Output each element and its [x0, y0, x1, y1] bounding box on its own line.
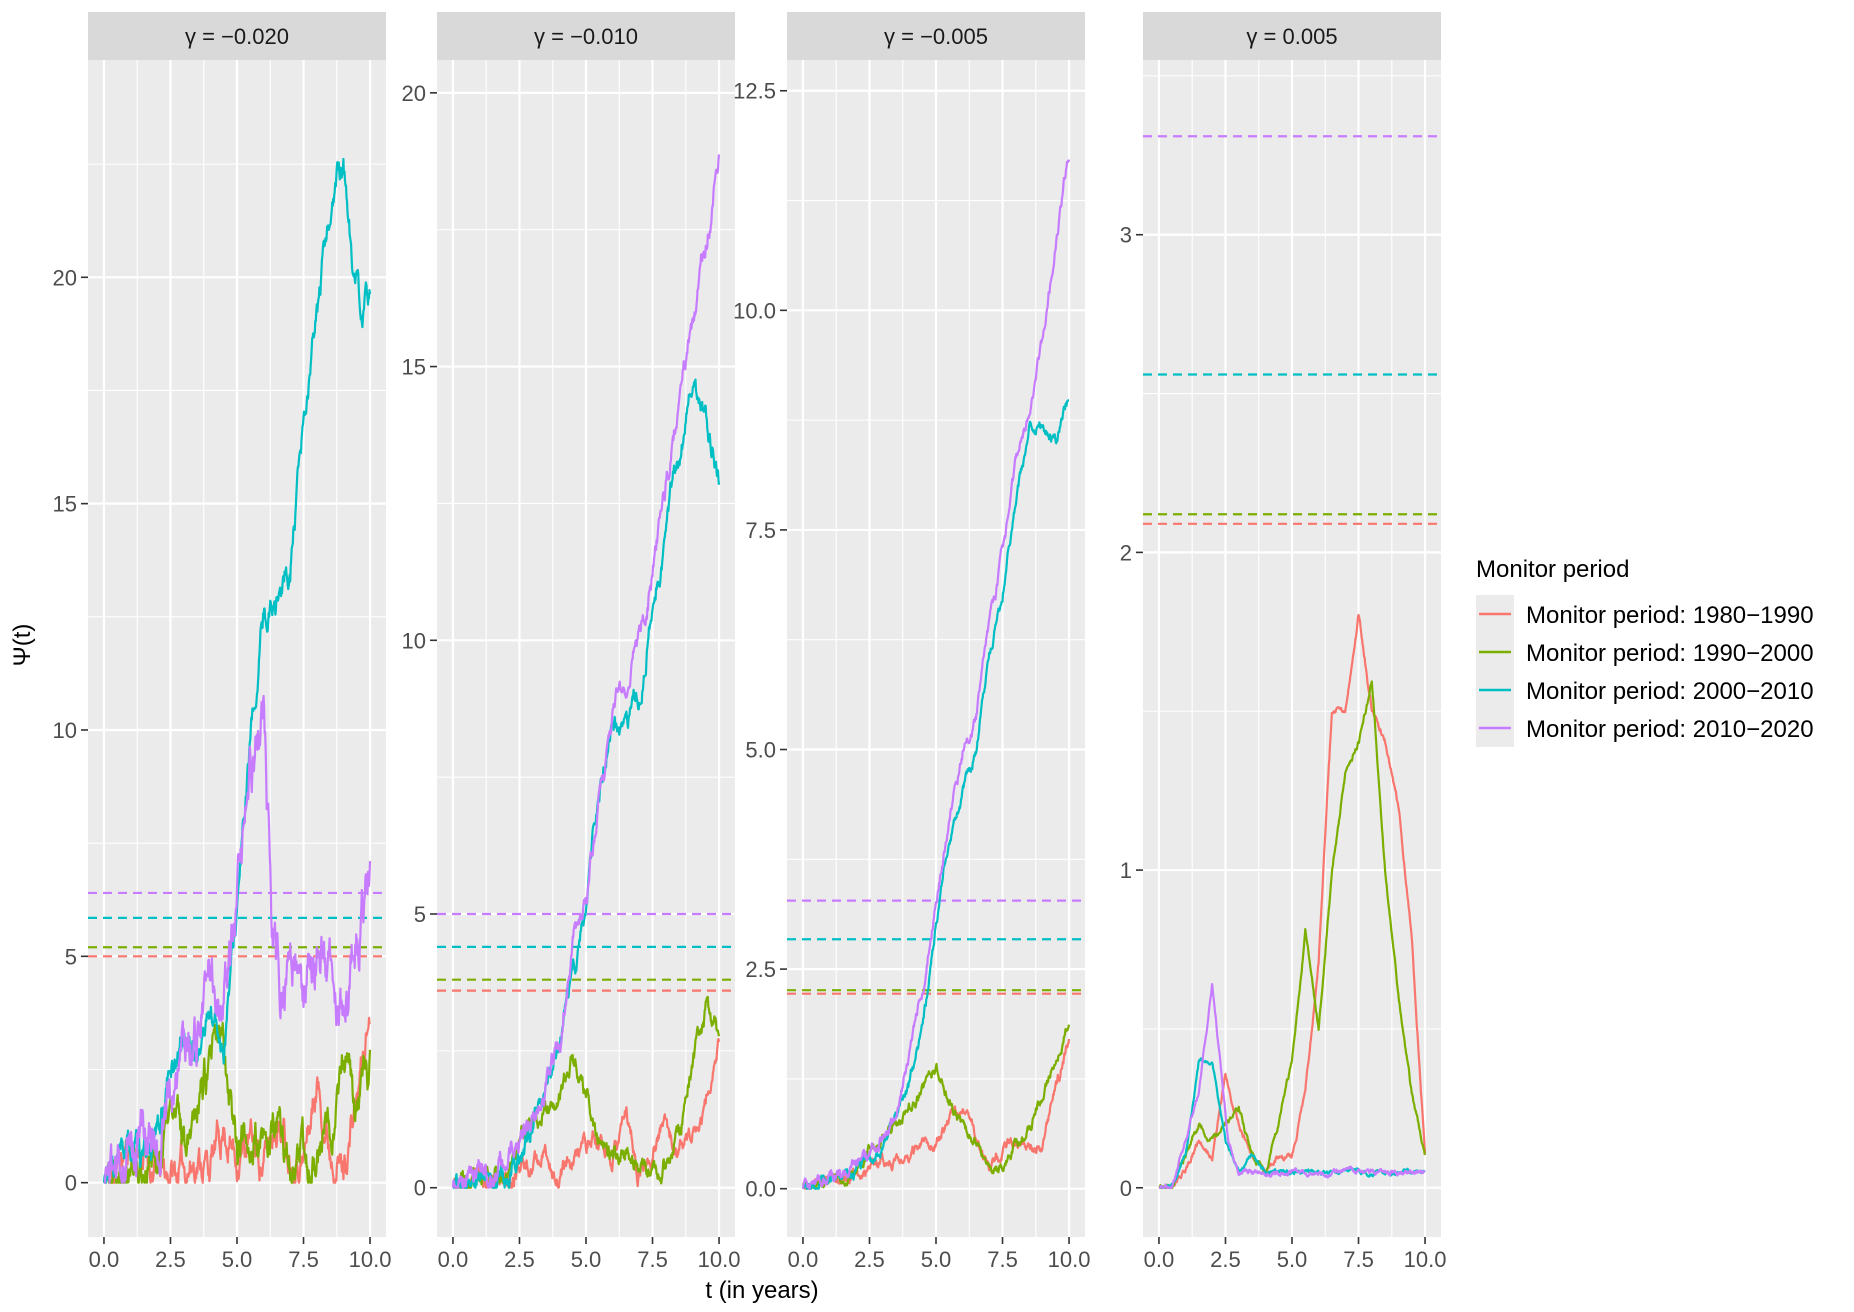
x-tick-label: 10.0: [349, 1247, 392, 1272]
x-tick-label: 0.0: [788, 1247, 819, 1272]
series-line: [1158, 680, 1427, 1189]
x-tick-label: 2.5: [504, 1247, 535, 1272]
legend-label: Monitor period: 2000−2010: [1526, 678, 1814, 705]
x-tick-label: 2.5: [1210, 1247, 1241, 1272]
y-tick-label: 15: [402, 355, 426, 380]
x-tick-label: 0.0: [438, 1247, 469, 1272]
series-line: [451, 154, 721, 1189]
facet-strip: [787, 12, 1085, 60]
legend: Monitor period Monitor period: 1980−1990…: [1476, 556, 1814, 747]
y-tick-label: 5: [414, 902, 426, 927]
y-tick-label: 3: [1120, 223, 1132, 248]
facet-strip-label: γ = 0.005: [1246, 24, 1337, 49]
series-line: [1158, 983, 1426, 1189]
x-tick-label: 5.0: [222, 1247, 253, 1272]
y-tick-label: 10.0: [733, 298, 776, 323]
legend-label: Monitor period: 1980−1990: [1526, 602, 1814, 629]
y-tick-label: 5.0: [745, 738, 776, 763]
facet-panel: γ = −0.010 0 5 10 15 20 0.0 2.5 5.0 7.5 10.0: [402, 12, 741, 1272]
legend-title: Monitor period: [1476, 556, 1629, 583]
legend-label: Monitor period: 2010−2020: [1526, 716, 1814, 743]
x-tick-label: 7.5: [1343, 1247, 1374, 1272]
y-tick-label: 12.5: [733, 79, 776, 104]
y-tick-label: 0.0: [745, 1177, 776, 1202]
y-tick-label: 2: [1120, 540, 1132, 565]
y-tick-label: 5: [65, 944, 77, 969]
y-axis-title: Ψ(t): [9, 624, 36, 667]
series-line: [801, 1024, 1071, 1190]
y-tick-label: 20: [53, 265, 77, 290]
x-tick-label: 5.0: [921, 1247, 952, 1272]
y-tick-label: 15: [53, 492, 77, 517]
y-tick-label: 10: [53, 718, 77, 743]
series-line: [1158, 613, 1427, 1189]
x-tick-label: 7.5: [987, 1247, 1018, 1272]
series-line: [452, 378, 721, 1189]
x-tick-label: 0.0: [89, 1247, 120, 1272]
series-line: [103, 694, 372, 1184]
y-tick-label: 1: [1120, 858, 1132, 883]
series-line: [801, 159, 1071, 1190]
y-tick-label: 7.5: [745, 518, 776, 543]
facet-strip: [88, 12, 386, 60]
x-tick-label: 7.5: [637, 1247, 668, 1272]
legend-label: Monitor period: 1990−2000: [1526, 640, 1814, 667]
x-tick-label: 7.5: [288, 1247, 319, 1272]
series-line: [802, 399, 1070, 1190]
facet-strip: [437, 12, 735, 60]
x-tick-label: 2.5: [155, 1247, 186, 1272]
series-line: [103, 1021, 372, 1184]
facet-panel: γ = −0.005 0.0 2.5 5.0 7.5 10.0 12.5 0.0 2.5 5.0 7…: [733, 12, 1090, 1272]
x-tick-label: 2.5: [854, 1247, 885, 1272]
facet-strip-label: γ = −0.020: [185, 24, 289, 49]
facet-panel: γ = 0.005 0 1 2 3 0.0 2.5 5.0 7.5 10.0: [1120, 12, 1447, 1272]
x-tick-label: 5.0: [571, 1247, 602, 1272]
x-tick-label: 5.0: [1277, 1247, 1308, 1272]
y-tick-label: 20: [402, 81, 426, 106]
facet-strip-label: γ = −0.005: [884, 24, 988, 49]
x-tick-label: 10.0: [1404, 1247, 1447, 1272]
y-tick-label: 0: [1120, 1176, 1132, 1201]
x-tick-label: 10.0: [1048, 1247, 1091, 1272]
facet-panel: γ = −0.020 0 5 10 15 20 0.0 2.5 5.0 7.5 10.0: [53, 12, 392, 1272]
x-axis-title: t (in years): [705, 1277, 818, 1304]
y-tick-label: 2.5: [745, 957, 776, 982]
x-tick-label: 10.0: [698, 1247, 741, 1272]
facet-strip: [1143, 12, 1441, 60]
y-tick-label: 10: [402, 628, 426, 653]
facet-strip-label: γ = −0.010: [534, 24, 638, 49]
x-tick-label: 0.0: [1144, 1247, 1175, 1272]
y-tick-label: 0: [414, 1176, 426, 1201]
y-tick-label: 0: [65, 1171, 77, 1196]
